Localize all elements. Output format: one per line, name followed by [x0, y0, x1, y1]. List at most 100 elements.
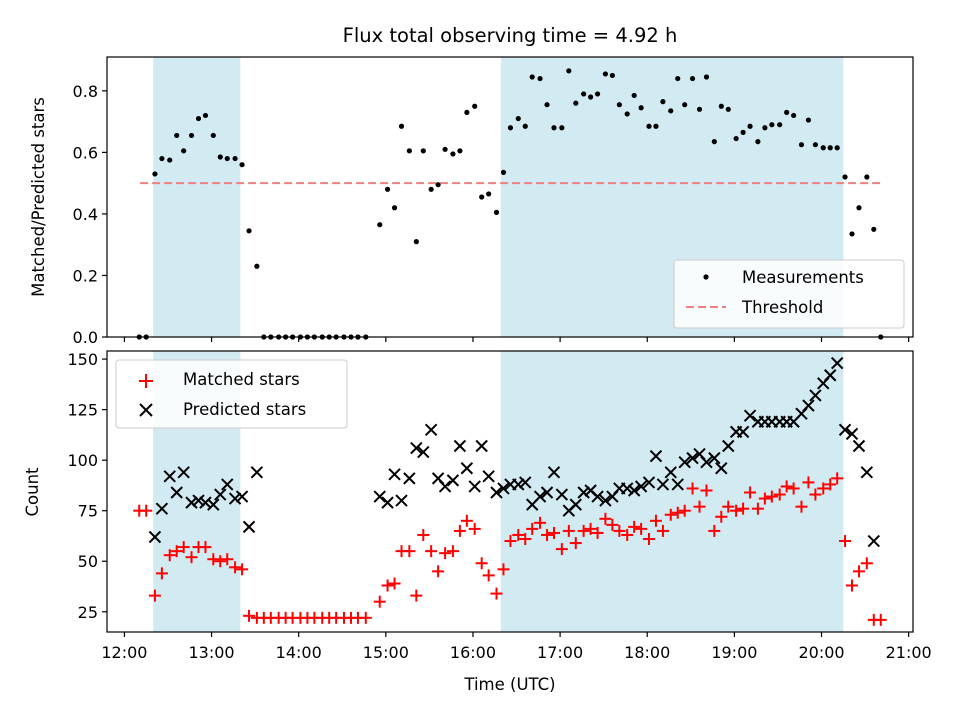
measurement-point-59	[573, 100, 579, 106]
measurement-point-38	[420, 148, 426, 154]
measurement-point-61	[588, 94, 594, 100]
measurement-point-87	[777, 122, 783, 128]
predicted-star-point-7	[199, 496, 212, 509]
chart-title: Flux total observing time = 4.92 h	[343, 24, 678, 47]
matched-star-point-90	[795, 500, 808, 513]
predicted-star-point-30	[482, 470, 495, 483]
predicted-star-point-26	[453, 439, 467, 453]
matched-star-point-64	[606, 518, 619, 531]
measurement-point-13	[232, 155, 238, 162]
measurement-point-70	[653, 123, 659, 129]
matched-star-point-87	[773, 488, 786, 501]
matched-star-point-11	[214, 555, 227, 568]
measurement-point-75	[689, 75, 696, 82]
predicted-star-point-77	[824, 369, 837, 382]
x-axis-label: Time (UTC)	[463, 675, 555, 694]
measurement-point-100	[871, 226, 877, 232]
measurement-point-90	[798, 142, 805, 148]
matched-star-point-61	[584, 522, 597, 535]
matched-star-point-42	[446, 545, 459, 558]
measurement-point-49	[500, 169, 507, 175]
predicted-star-point-52	[642, 476, 656, 489]
measurement-point-98	[856, 205, 862, 211]
matched-star-point-86	[765, 490, 778, 503]
measurement-point-5	[174, 132, 180, 139]
matched-star-point-94	[824, 478, 837, 491]
measurement-point-81	[733, 135, 739, 142]
matched-star-point-2	[148, 589, 161, 602]
predicted-star-point-38	[540, 486, 554, 499]
matched-star-points	[133, 472, 887, 626]
top-y-tick-label-0: 0.0	[73, 328, 98, 347]
predicted-star-point-62	[715, 462, 728, 475]
matched-star-point-99	[860, 557, 873, 570]
matched-star-point-44	[460, 514, 473, 527]
measurement-point-71	[660, 99, 666, 105]
matched-star-point-50	[504, 535, 517, 548]
predicted-star-point-27	[460, 462, 474, 475]
predicted-star-point-16	[381, 496, 394, 509]
bottom-y-ticks: 25 50 75 100 125 150	[67, 350, 107, 622]
predicted-star-point-25	[446, 474, 460, 487]
measurement-point-34	[391, 205, 398, 211]
bottom-x-ticks: 12:00 13:00 14:00 15:00 16:00 17:00 18:00 19:00…	[101, 632, 932, 662]
top-x-ticks	[123, 337, 910, 342]
legend-measurements-label: Measurements	[742, 268, 864, 287]
matched-star-point-49	[497, 563, 510, 576]
x-tick-label-4: 16:00	[450, 643, 496, 662]
x-tick-label-1: 13:00	[189, 643, 235, 662]
legend-measurements-marker	[703, 274, 709, 280]
measurement-point-53	[529, 74, 535, 80]
measurement-point-93	[820, 145, 826, 151]
matched-star-point-67	[628, 520, 641, 533]
x-tick-label-9: 21:00	[886, 643, 932, 662]
matched-star-point-65	[613, 524, 626, 537]
ratio-panel: Flux total observing time = 4.92 h 0.0 0.…	[29, 24, 914, 347]
matched-star-point-32	[373, 595, 386, 608]
bottom-legend: Matched stars Predicted stars	[115, 359, 348, 429]
matched-star-point-56	[548, 526, 561, 539]
matched-star-point-51	[512, 528, 525, 541]
matched-star-point-82	[737, 502, 750, 515]
bottom-legend-box	[115, 359, 348, 429]
measurement-point-60	[581, 91, 587, 97]
predicted-star-point-66	[743, 409, 757, 422]
measurement-point-37	[413, 239, 419, 245]
measurement-point-2	[152, 171, 158, 177]
measurement-point-56	[551, 125, 557, 131]
top-shaded-spans	[153, 57, 844, 337]
matched-star-point-68	[635, 522, 648, 535]
matched-star-point-52	[519, 533, 532, 546]
measurement-point-79	[718, 103, 724, 109]
matched-star-point-72	[664, 508, 677, 521]
matched-star-point-97	[846, 579, 859, 592]
x-tick-label-5: 17:00	[537, 643, 583, 662]
matched-star-point-13	[229, 561, 242, 574]
predicted-star-point-75	[809, 389, 822, 402]
matched-star-point-83	[744, 486, 757, 499]
matched-star-point-9	[199, 541, 212, 554]
measurement-point-84	[755, 139, 761, 145]
measurement-point-35	[398, 123, 405, 129]
predicted-star-point-13	[242, 520, 256, 534]
predicted-star-point-20	[410, 441, 423, 455]
predicted-star-point-11	[228, 492, 242, 505]
top-y-tick-label-3: 0.6	[73, 143, 98, 162]
predicted-star-point-53	[649, 449, 663, 463]
predicted-star-point-0	[148, 530, 162, 544]
predicted-star-point-3	[170, 486, 183, 499]
matched-star-point-41	[439, 547, 452, 560]
predicted-star-point-19	[403, 472, 416, 485]
measurement-point-40	[435, 182, 441, 188]
measurement-point-33	[384, 186, 391, 192]
predicted-star-point-5	[185, 496, 198, 509]
matched-star-point-78	[708, 524, 721, 537]
measurement-point-57	[559, 125, 565, 131]
matched-star-point-48	[490, 587, 503, 600]
predicted-star-point-12	[235, 490, 249, 503]
predicted-star-point-45	[591, 490, 604, 503]
legend-predicted-marker	[139, 403, 153, 417]
measurement-point-89	[791, 112, 797, 119]
bottom-y-tick-label-3: 100	[67, 451, 98, 470]
matched-star-point-84	[751, 502, 764, 515]
